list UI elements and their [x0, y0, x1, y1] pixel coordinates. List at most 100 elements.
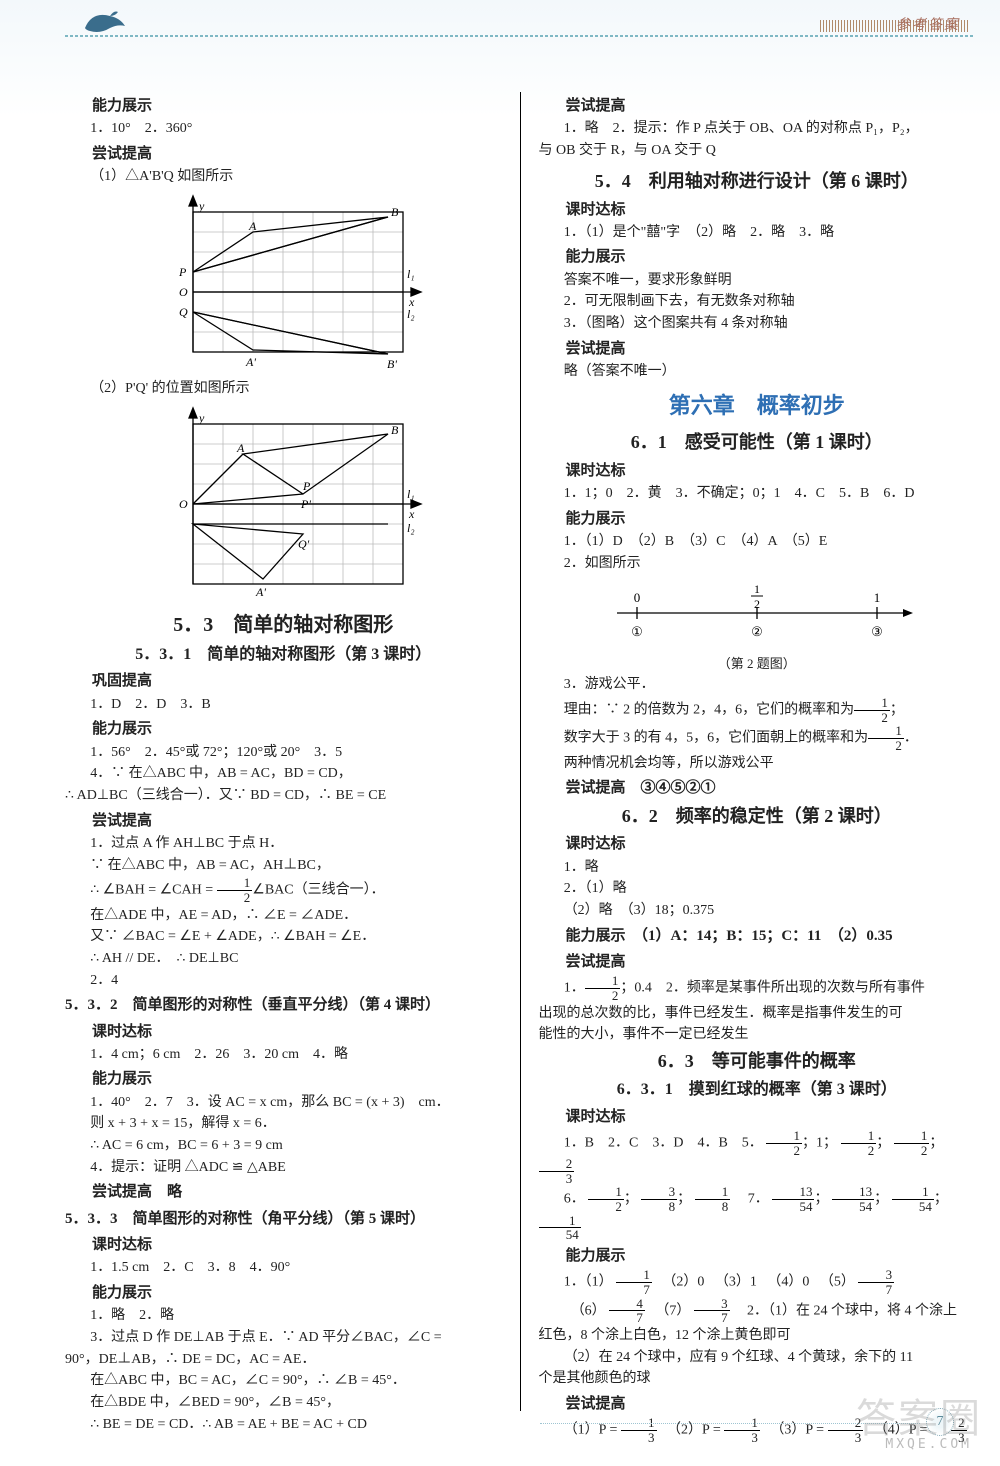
kdb-heading: 课时达标 — [65, 1021, 502, 1044]
text-line: 两种情况机会均等，所以游戏公平 — [539, 753, 976, 775]
kdb-heading: 课时达标 — [539, 199, 976, 222]
text-line: 2．（1）略 — [539, 878, 976, 900]
text-line: （1）△A'B'Q 如图所示 — [65, 166, 502, 188]
text-line: 2．可无限制画下去，有无数条对称轴 — [539, 291, 976, 313]
svg-text:A': A' — [255, 585, 266, 599]
text-line: 1．略 — [539, 857, 976, 879]
figure-2-graph: y A B P P' O l₁ x l₂ Q' A' — [143, 404, 423, 604]
text-line: 2．如图所示 — [539, 553, 976, 575]
text-line: 红色，8 个涂上白色，12 个涂上黄色即可 — [539, 1325, 976, 1347]
try-heading: 尝试提高 — [65, 143, 502, 166]
watermark-logo: 答案圈 — [856, 1386, 982, 1444]
svg-text:③: ③ — [871, 624, 883, 639]
text-line: 1．B 2．C 3．D 4．B 5． 12；1； 12； 12； 23 — [539, 1129, 976, 1186]
content-area: 能力展示 1．10° 2．360° 尝试提高 （1）△A'B'Q 如图所示 — [65, 92, 975, 1411]
text-line: 4．提示：证明 △ADC ≌ △ABE — [65, 1157, 502, 1179]
figure-1-graph: y A B P O Q l₁ x l₂ A' B' — [143, 192, 423, 372]
section-6-2-title: 6．2 频率的稳定性（第 2 课时） — [539, 803, 976, 831]
ability-heading: 能力展示 — [539, 1245, 976, 1268]
svg-text:x: x — [408, 507, 415, 521]
text-line: 1．D 2．D 3．B — [65, 694, 502, 716]
section-5-3-3-title: 5．3．3 简单图形的对称性（角平分线）（第 5 课时） — [65, 1208, 502, 1231]
ability-heading: 能力展示 — [539, 246, 976, 269]
text-line: 略（答案不唯一） — [539, 361, 976, 383]
watermark-url: MXQE.COM — [885, 1437, 972, 1452]
text-line: 在△ADE 中，AE = AD，∴ ∠E = ∠ADE． — [65, 905, 502, 927]
text-line: 1．（1） 17 （2）0 （3）1 （4）0 （5） 37 — [539, 1268, 976, 1296]
text-line: （2）在 24 个球中，应有 9 个红球、4 个黄球，余下的 11 — [539, 1347, 976, 1369]
ability-heading: 能力展示 — [539, 508, 976, 531]
ability-heading: 能力展示 — [65, 1282, 502, 1305]
text-line: 3．过点 D 作 DE⊥AB 于点 E．∵ AD 平分∠BAC，∠C = — [65, 1327, 502, 1349]
text-line: （2）略 （3）18；0.375 — [539, 900, 976, 922]
text-line: 又∵ ∠BAC = ∠E + ∠ADE，∴ ∠BAH = ∠E． — [65, 926, 502, 948]
svg-text:Q': Q' — [298, 537, 310, 551]
svg-text:l₁: l₁ — [407, 267, 415, 281]
kdb-heading: 课时达标 — [539, 460, 976, 483]
svg-text:P: P — [302, 479, 311, 493]
text-line: 能性的大小，事件不一定已经发生 — [539, 1024, 976, 1046]
text-line: 数字大于 3 的有 4，5，6，它们面朝上的概率和为12． — [539, 724, 976, 752]
svg-text:②: ② — [751, 624, 763, 639]
ability-heading: 能力展示 — [65, 718, 502, 741]
svg-text:A: A — [236, 441, 245, 455]
svg-text:①: ① — [631, 624, 643, 639]
text-line: 1．12；0.4 2．频率是某事件所出现的次数与所有事件 — [539, 974, 976, 1002]
text-line: ∴ BE = DE = CD．∴ AB = AE + BE = AC + CD — [65, 1414, 502, 1436]
section-5-3-1-title: 5．3．1 简单的轴对称图形（第 3 课时） — [65, 643, 502, 668]
right-column: 尝试提高 1．略 2．提示：作 P 点关于 OB、OA 的对称点 P₁，P₂， … — [539, 92, 976, 1411]
try-heading: 尝试提高 — [65, 810, 502, 833]
svg-text:y: y — [198, 199, 205, 213]
section-5-4-title: 5．4 利用轴对称进行设计（第 6 课时） — [539, 168, 976, 196]
svg-text:O: O — [179, 285, 188, 299]
text-line: 2．4 — [65, 970, 502, 992]
section-5-3-title: 5．3 简单的轴对称图形 — [65, 610, 502, 641]
text-line: 6． 12； 38； 18 7． 1354； 1354； 154； 154 — [539, 1185, 976, 1242]
svg-text:O: O — [179, 497, 188, 511]
text-line: 3．游戏公平． — [539, 674, 976, 696]
text-line: 1．过点 A 作 AH⊥BC 于点 H． — [65, 833, 502, 855]
svg-text:2: 2 — [754, 597, 760, 611]
left-column: 能力展示 1．10° 2．360° 尝试提高 （1）△A'B'Q 如图所示 — [65, 92, 502, 1411]
svg-text:P: P — [178, 265, 187, 279]
svg-text:0: 0 — [634, 590, 641, 605]
dolphin-logo — [80, 6, 130, 36]
try-heading: 尝试提高 ③④⑤②① — [539, 777, 976, 800]
text-line: 在△ABC 中，BC = AC，∠C = 90°，∴ ∠B = 45°． — [65, 1370, 502, 1392]
header-reference-label: 参考答案 — [896, 14, 960, 34]
text-line: （2）P'Q' 的位置如图所示 — [65, 378, 502, 400]
section-6-3-title: 6．3 等可能事件的概率 — [539, 1048, 976, 1076]
text-line: 1．4 cm；6 cm 2．26 3．20 cm 4．略 — [65, 1044, 502, 1066]
svg-text:l₁: l₁ — [407, 487, 415, 501]
svg-text:B': B' — [387, 357, 397, 371]
text-line: 1．56° 2．45°或 72°；120°或 20° 3．5 — [65, 742, 502, 764]
figure-number-line: 0 1 ① ② ③ 1 2 — [577, 578, 937, 648]
text-line: 1．40° 2．7 3．设 AC = x cm，那么 BC = (x + 3) … — [65, 1092, 502, 1114]
text-line: 1．1.5 cm 2．C 3．8 4．90° — [65, 1257, 502, 1279]
svg-text:1: 1 — [754, 582, 760, 596]
text-line: ∴ AH // DE． ∴ DE⊥BC — [65, 948, 502, 970]
kdb-heading: 课时达标 — [65, 1234, 502, 1257]
text-line: 1．略 2．提示：作 P 点关于 OB、OA 的对称点 P₁，P₂， — [539, 118, 976, 140]
chapter-6-title: 第六章 概率初步 — [539, 389, 976, 423]
text-line: ∴ ∠BAH = ∠CAH = 12∠BAC（三线合一）． — [65, 876, 502, 904]
text-line: （6） 47 （7） 37 2．（1）在 24 个球中，将 4 个涂上 — [539, 1297, 976, 1325]
text-line: 出现的总次数的比，事件已经发生．概率是指事件发生的可 — [539, 1003, 976, 1025]
text-line: 在△BDE 中，∠BED = 90°，∠B = 45°， — [65, 1392, 502, 1414]
try-heading: 尝试提高 — [539, 338, 976, 361]
ability-heading: 能力展示 — [65, 95, 502, 118]
text-line: ∵ 在△ABC 中，AB = AC，AH⊥BC， — [65, 855, 502, 877]
column-divider — [520, 92, 521, 1411]
try-heading: 尝试提高 — [539, 95, 976, 118]
text-line: 则 x + 3 + x = 15，解得 x = 6． — [65, 1113, 502, 1135]
text-line: 理由：∵ 2 的倍数为 2，4，6，它们的概率和为12； — [539, 696, 976, 724]
text-line: ∴ AD⊥BC（三线合一）．又∵ BD = CD，∴ BE = CE — [65, 785, 502, 807]
figure-caption: （第 2 题图） — [539, 654, 976, 674]
kdb-heading: 课时达标 — [539, 1106, 976, 1129]
ability-heading: 能力展示 （1）A：14；B：15；C：11 （2）0.35 — [539, 925, 976, 948]
svg-text:1: 1 — [874, 590, 881, 605]
text-line: 3．（图略）这个图案共有 4 条对称轴 — [539, 313, 976, 335]
consolidate-heading: 巩固提高 — [65, 670, 502, 693]
text-line: 1．略 2．略 — [65, 1305, 502, 1327]
try-heading: 尝试提高 略 — [65, 1181, 502, 1204]
